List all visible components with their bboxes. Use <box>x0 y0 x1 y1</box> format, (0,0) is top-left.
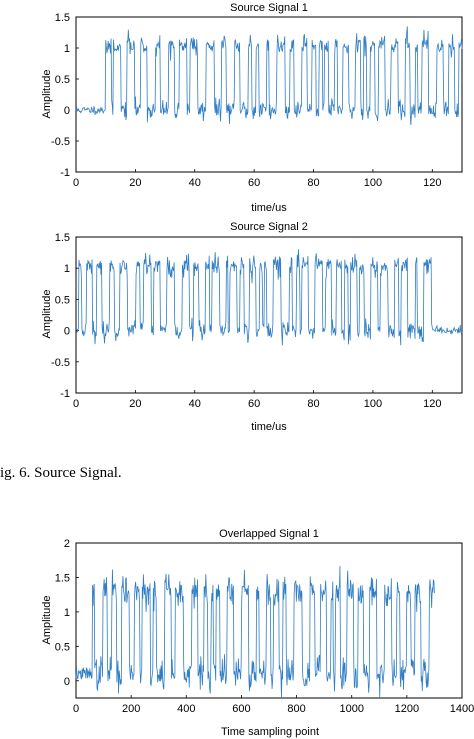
x-tick-label: 0 <box>73 703 79 715</box>
x-tick-label: 100 <box>364 177 382 189</box>
x-tick-label: 20 <box>129 177 141 189</box>
x-axis-label: time/us <box>251 202 287 214</box>
y-tick-label: 1.5 <box>55 232 70 244</box>
series-line <box>75 566 435 699</box>
chart-title: Overlapped Signal 1 <box>219 528 319 540</box>
x-tick-label: 40 <box>189 398 201 410</box>
plot-area <box>75 236 463 394</box>
figure-caption: ig. 6. Source Signal. <box>0 465 122 481</box>
y-tick-label: 0 <box>64 326 70 338</box>
x-tick-label: 200 <box>122 703 140 715</box>
x-tick-label: 600 <box>232 703 250 715</box>
chart-source-signal-2: Source Signal 2 0 20 40 60 80 100 120 -1 -0.5 0 0.… <box>41 221 463 433</box>
y-tick-label: 0.5 <box>55 641 70 653</box>
axis-ticks: 0 20 40 60 80 100 120 -1 -0.5 0 0.5 1 1.5 <box>51 232 441 410</box>
y-tick-label: -1 <box>60 388 70 400</box>
x-tick-label: 0 <box>73 398 79 410</box>
y-tick-label: 1.5 <box>55 12 70 24</box>
x-tick-label: 1200 <box>395 703 419 715</box>
y-axis-label: Amplitude <box>41 70 53 119</box>
y-tick-label: 2 <box>64 538 70 550</box>
y-tick-label: 1 <box>64 43 70 55</box>
x-tick-label: 80 <box>307 398 319 410</box>
axis-ticks: 0 200 400 600 800 1000 1200 1400 0 0.5 1 1.5 2 <box>55 538 474 715</box>
axis-ticks: 0 20 40 60 80 100 120 -1 -0.5 0 0.5 1 1.5 <box>51 12 441 189</box>
series-line <box>75 26 463 125</box>
y-tick-label: 1 <box>64 263 70 275</box>
x-tick-label: 1000 <box>339 703 363 715</box>
x-axis-label: time/us <box>251 421 287 433</box>
y-tick-label: 0 <box>64 105 70 117</box>
chart-title: Source Signal 2 <box>230 221 308 233</box>
y-axis-label: Amplitude <box>41 596 53 645</box>
x-tick-label: 0 <box>73 177 79 189</box>
y-tick-label: 0.5 <box>55 74 70 86</box>
x-tick-label: 120 <box>423 398 441 410</box>
y-tick-label: -0.5 <box>51 357 70 369</box>
x-tick-label: 400 <box>177 703 195 715</box>
series-line <box>75 249 463 346</box>
y-axis-label: Amplitude <box>41 290 53 339</box>
y-tick-label: 0 <box>64 676 70 688</box>
chart-source-signal-1: Source Signal 1 0 20 40 60 80 100 120 -1 -0.5 0 0.… <box>41 2 463 214</box>
x-axis-label: Time sampling point <box>221 726 319 738</box>
y-tick-label: 1 <box>64 607 70 619</box>
y-tick-label: 0.5 <box>55 294 70 306</box>
x-tick-label: 1400 <box>450 703 474 715</box>
x-tick-label: 80 <box>307 177 319 189</box>
y-tick-label: -0.5 <box>51 136 70 148</box>
chart-overlapped-signal-1: Overlapped Signal 1 0 200 400 600 800 1000 120… <box>41 528 474 738</box>
chart-title: Source Signal 1 <box>230 2 308 14</box>
x-tick-label: 20 <box>129 398 141 410</box>
x-tick-label: 800 <box>287 703 305 715</box>
x-tick-label: 60 <box>248 177 260 189</box>
x-tick-label: 120 <box>423 177 441 189</box>
x-tick-label: 100 <box>364 398 382 410</box>
x-tick-label: 60 <box>248 398 260 410</box>
y-tick-label: -1 <box>60 167 70 179</box>
y-tick-label: 1.5 <box>55 572 70 584</box>
x-tick-label: 40 <box>189 177 201 189</box>
